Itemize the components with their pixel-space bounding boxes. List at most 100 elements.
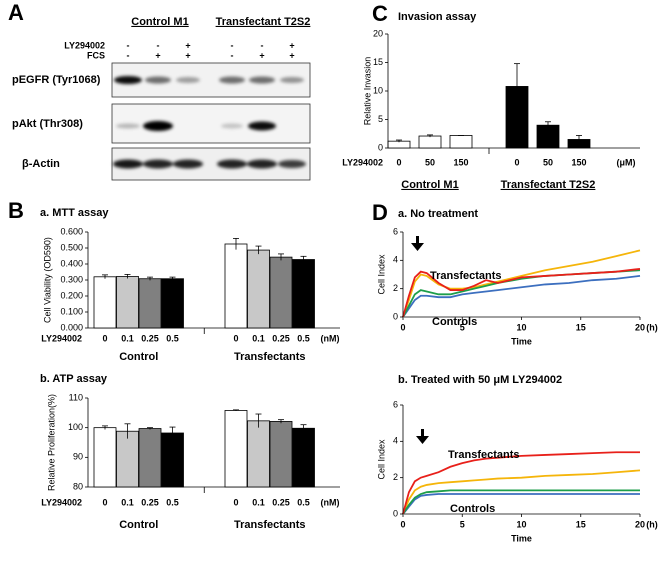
y-tick-label: 0 [393, 311, 398, 321]
unit-label: (nM) [321, 497, 340, 507]
y-tick-label: 6 [393, 226, 398, 236]
x-tick-label: 0.1 [121, 497, 134, 507]
bar [247, 420, 270, 488]
y-tick-label: 20 [373, 28, 383, 38]
series-line [402, 469, 641, 515]
bar [292, 259, 315, 329]
bar [116, 430, 139, 488]
group-label: Control M1 [401, 179, 458, 191]
sign: + [289, 50, 294, 60]
x-tick-label: 0 [514, 157, 519, 167]
y-tick-label: 2 [393, 472, 398, 482]
treatment-label: LY294002 [64, 40, 105, 50]
blot-group: Transfectant T2S2 [216, 16, 311, 28]
x-tick-label: 0.1 [252, 333, 265, 343]
chart-title: b. ATP assay [40, 373, 108, 385]
x-tick-label: 0 [102, 333, 107, 343]
bar [292, 427, 315, 488]
sign: - [231, 50, 234, 60]
chart-title: a. MTT assay [40, 207, 109, 219]
series-line [402, 267, 641, 318]
x-tick-label: 0 [400, 519, 405, 529]
y-axis-label: Relative Invasion [362, 57, 372, 126]
y-tick-label: 15 [373, 57, 383, 67]
sign: - [157, 40, 160, 50]
treatment-label: FCS [87, 50, 105, 60]
series-line [402, 489, 640, 515]
sign: - [127, 50, 130, 60]
sign: - [127, 40, 130, 50]
sign: - [261, 40, 264, 50]
sign: + [289, 40, 294, 50]
y-tick-label: 5 [378, 114, 383, 124]
series-line [402, 451, 640, 515]
y-tick-label: 110 [69, 392, 83, 402]
series-line [402, 249, 641, 318]
x-tick-label: 0.5 [297, 497, 310, 507]
bar [116, 276, 139, 329]
y-axis-label: Cell Index [376, 254, 386, 295]
y-tick-label: 0.200 [60, 290, 83, 300]
x-tick-label: 0.1 [121, 333, 134, 343]
x-unit: (h) [646, 519, 658, 529]
y-tick-label: 10 [373, 85, 383, 95]
x-tick-label: 150 [571, 157, 586, 167]
y-tick-label: 4 [393, 436, 398, 446]
chart-title: Invasion assay [398, 11, 477, 23]
sign: + [155, 50, 160, 60]
panel-label: B [8, 198, 24, 223]
sign: + [259, 50, 264, 60]
blot [111, 62, 311, 181]
y-tick-label: 0.400 [60, 258, 83, 268]
y-tick-label: 90 [73, 452, 83, 462]
x-tick-label: 150 [453, 157, 468, 167]
x-tick-label: 50 [425, 157, 435, 167]
y-tick-label: 2 [393, 283, 398, 293]
panel-label: C [372, 1, 388, 26]
bar [224, 243, 248, 329]
x-axis-label: LY294002 [41, 497, 82, 507]
unit-label: (μM) [617, 157, 636, 167]
band-label: pAkt (Thr308) [12, 118, 83, 130]
x-tick-label: 0.25 [272, 497, 290, 507]
x-tick-label: 20 [635, 519, 645, 529]
y-tick-label: 0.000 [60, 322, 83, 332]
x-tick-label: 0.5 [166, 333, 179, 343]
group-label: Transfectant T2S2 [501, 179, 596, 191]
y-axis-label: Relative Proliferation(%) [46, 394, 56, 491]
bar [161, 278, 184, 329]
bar [93, 427, 117, 488]
x-tick-label: 10 [516, 322, 526, 332]
x-axis-label: LY294002 [41, 333, 82, 343]
x-tick-label: 0 [233, 497, 238, 507]
bar [247, 249, 270, 329]
x-tick-label: 0 [396, 157, 401, 167]
x-tick-label: 0.1 [252, 497, 265, 507]
annotation: Transfectants [448, 449, 520, 461]
group-label: Transfectants [234, 519, 306, 531]
x-tick-label: 10 [516, 519, 526, 529]
bar [269, 421, 293, 488]
x-axis-label: Time [511, 336, 532, 346]
x-tick-label: 0.25 [272, 333, 290, 343]
sign: + [185, 50, 190, 60]
annotation: Controls [432, 316, 477, 328]
group-label: Control [119, 351, 158, 363]
x-tick-label: 50 [543, 157, 553, 167]
annotation: Transfectants [430, 270, 502, 282]
bar [138, 278, 162, 329]
band-label: pEGFR (Tyr1068) [12, 74, 101, 86]
bar [161, 432, 184, 488]
sign: + [185, 40, 190, 50]
y-tick-label: 6 [393, 399, 398, 409]
unit-label: (nM) [321, 333, 340, 343]
series-line [402, 275, 641, 318]
band-label: β-Actin [22, 158, 60, 170]
x-tick-label: 0.5 [297, 333, 310, 343]
annotation: Controls [450, 503, 495, 515]
group-label: Transfectants [234, 351, 306, 363]
x-tick-label: 0.25 [141, 333, 159, 343]
y-tick-label: 80 [73, 481, 83, 491]
